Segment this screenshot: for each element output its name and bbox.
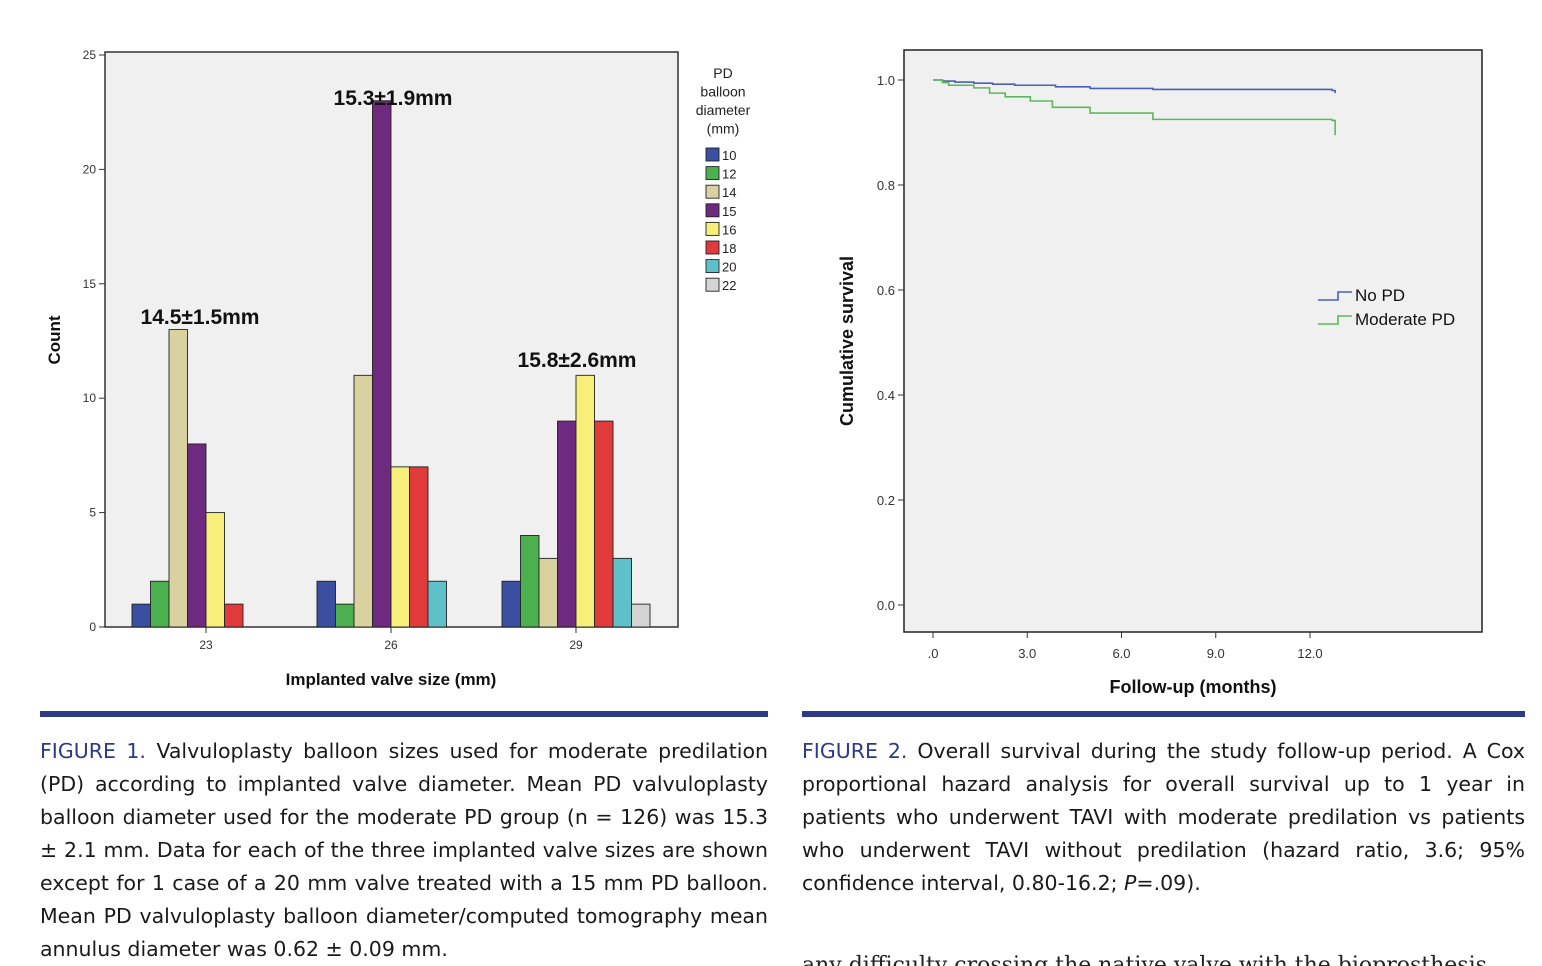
y-tick-label: 0.6 [877, 283, 895, 298]
bar [335, 603, 355, 628]
legend-swatch [705, 259, 720, 274]
legend-label: 20 [722, 260, 736, 275]
legend-line [1318, 315, 1352, 325]
x-tick-label: 26 [384, 638, 398, 652]
x-axis-label: Follow-up (months) [1110, 677, 1277, 697]
legend-label: 12 [722, 167, 736, 182]
bar [594, 420, 614, 628]
y-tick-label: 0.8 [877, 178, 895, 193]
bar [538, 557, 558, 628]
y-tick-label: 20 [83, 162, 97, 176]
survival-curve [933, 79, 1336, 136]
legend-label: 15 [722, 204, 736, 219]
p-value-symbol: P [1124, 871, 1137, 895]
mean-annotation: 15.8±2.6mm [518, 349, 637, 372]
y-tick-label: 25 [83, 48, 97, 62]
x-axis-label: Implanted valve size (mm) [286, 670, 497, 689]
legend-title-line: PD [713, 65, 732, 81]
legend-swatch [705, 203, 720, 218]
y-tick-label: 1.0 [877, 73, 895, 88]
legend-label: No PD [1355, 286, 1405, 305]
figure-2-survival-chart: 0.0 0.2 0.4 0.6 0.8 1.0 .0 3.0 6.0 9.0 12.0 No PD Mo… [837, 49, 1483, 697]
x-tick-label: 3.0 [1018, 646, 1036, 661]
x-tick-label: 12.0 [1297, 646, 1322, 661]
legend-title-line: balloon [700, 84, 745, 100]
legend-title-line: (mm) [707, 121, 740, 137]
bar [520, 535, 540, 628]
figure-1-bar-chart: 0 5 10 15 20 25 23 26 29 14.5±1.5mm 15.3±1.9mm 15.8… [45, 48, 751, 689]
legend-title-line: diameter [696, 102, 751, 118]
x-tick-label: 6.0 [1112, 646, 1130, 661]
legend-label: 22 [722, 278, 736, 293]
figure-2-divider [802, 711, 1525, 717]
legend-label: Moderate PD [1355, 310, 1455, 329]
legend-swatch [705, 240, 720, 255]
bar [316, 580, 336, 628]
bar [557, 420, 577, 628]
bar [372, 100, 392, 628]
bar [353, 374, 373, 628]
legend-swatch [705, 277, 720, 292]
x-tick-label: .0 [928, 646, 939, 661]
bar [631, 603, 651, 628]
survival-curve [933, 79, 1336, 94]
y-tick-label: 0.0 [877, 598, 895, 613]
bar [168, 329, 188, 628]
figure-2-caption-label: FIGURE 2. [802, 739, 908, 763]
figure-2-caption-text: Overall survival during the study follow… [802, 739, 1525, 895]
legend-label: 10 [722, 148, 736, 163]
figure-1-caption: FIGURE 1. Valvuloplasty balloon sizes us… [40, 735, 768, 966]
legend-swatch [705, 166, 720, 181]
bar [131, 603, 151, 628]
bar [575, 374, 595, 628]
x-tick-label: 29 [569, 638, 583, 652]
bar [150, 580, 170, 628]
bar [390, 466, 410, 628]
bar [427, 580, 447, 628]
plot-area [903, 49, 1483, 633]
y-tick-label: 10 [83, 391, 97, 405]
bar [612, 557, 632, 628]
figure-2-caption-end: =.09). [1136, 871, 1201, 895]
bar [501, 580, 521, 628]
y-axis-label: Cumulative survival [837, 256, 857, 426]
legend-line [1318, 291, 1352, 301]
mean-annotation: 14.5±1.5mm [141, 306, 260, 329]
y-tick-label: 5 [89, 506, 96, 520]
body-text-fragment: any difficulty crossing the native valve… [802, 953, 1487, 966]
figure-1-caption-text: Valvuloplasty balloon sizes used for mod… [40, 739, 768, 961]
legend-swatch [705, 147, 720, 162]
y-axis-label: Count [45, 315, 64, 364]
legend-label: 14 [722, 185, 736, 200]
legend-label: 18 [722, 241, 736, 256]
figure-1-caption-label: FIGURE 1. [40, 739, 146, 763]
figure-2-caption: FIGURE 2. Overall survival during the st… [802, 735, 1525, 900]
y-tick-label: 15 [83, 277, 97, 291]
bar [224, 603, 244, 628]
x-tick-label: 23 [199, 638, 213, 652]
legend-label: 16 [722, 222, 736, 237]
bar [187, 443, 207, 628]
bar [205, 512, 225, 628]
y-tick-label: 0.4 [877, 388, 895, 403]
y-tick-label: 0.2 [877, 493, 895, 508]
legend-swatch [705, 184, 720, 199]
figure-1-divider [40, 711, 768, 717]
bar [409, 466, 429, 628]
x-tick-label: 9.0 [1207, 646, 1225, 661]
mean-annotation: 15.3±1.9mm [334, 87, 453, 110]
legend-swatch [705, 221, 720, 236]
y-tick-label: 0 [89, 620, 96, 634]
